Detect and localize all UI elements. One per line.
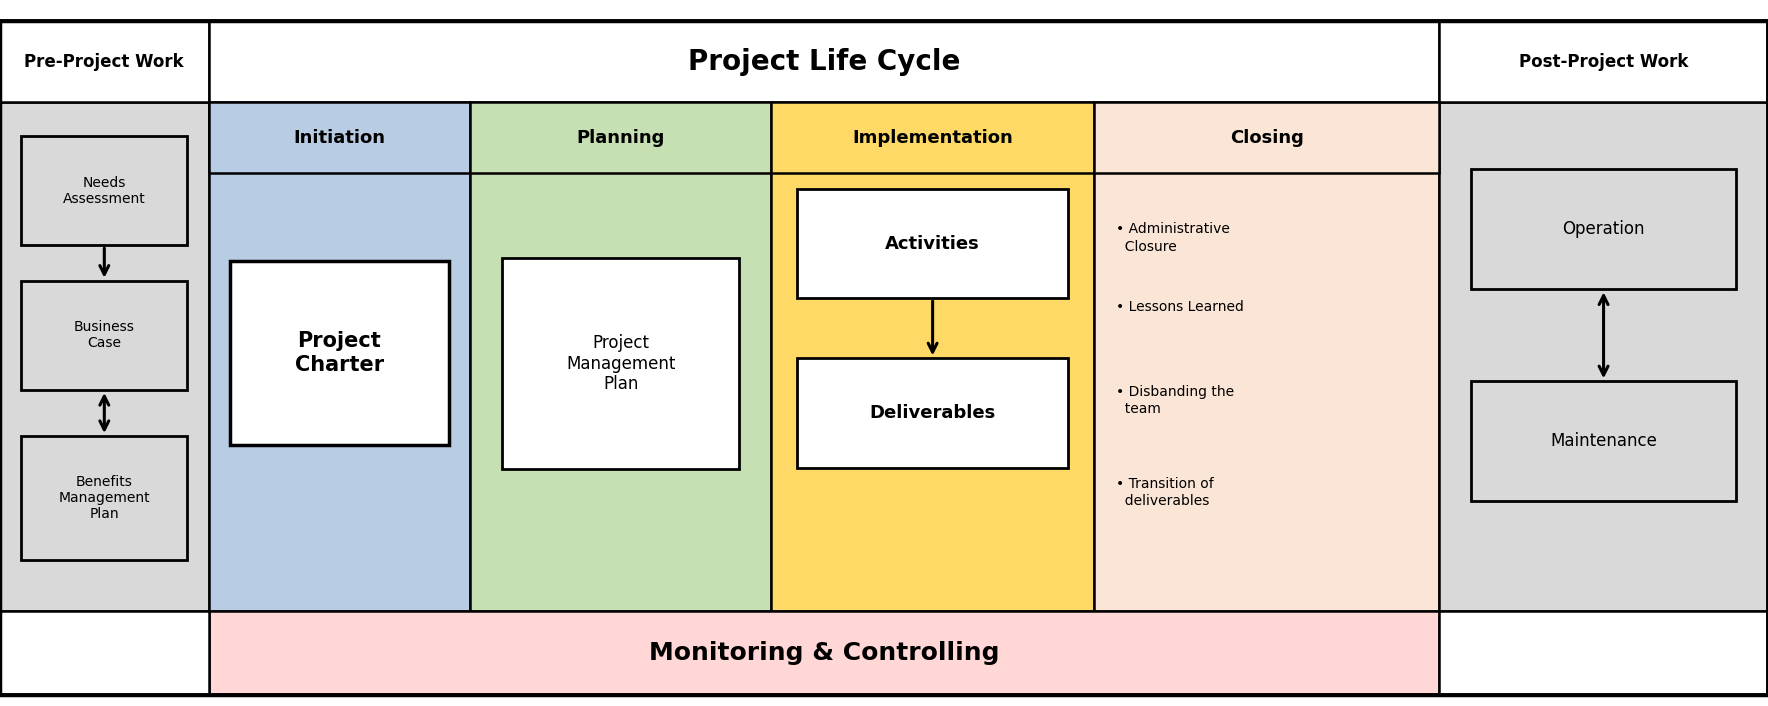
- Text: Project
Charter: Project Charter: [295, 331, 384, 375]
- Bar: [1439, 611, 1768, 695]
- Text: Planning: Planning: [576, 128, 665, 147]
- Bar: [21, 136, 187, 246]
- Bar: [1094, 102, 1439, 611]
- Bar: [0, 102, 209, 611]
- Bar: [0, 21, 209, 102]
- Bar: [502, 258, 739, 469]
- Bar: [21, 280, 187, 390]
- Text: • Transition of
  deliverables: • Transition of deliverables: [1116, 477, 1213, 508]
- Text: Project
Management
Plan: Project Management Plan: [566, 334, 675, 393]
- Bar: [209, 102, 470, 173]
- Text: Monitoring & Controlling: Monitoring & Controlling: [649, 641, 999, 665]
- Bar: [771, 102, 1094, 173]
- Text: Activities: Activities: [886, 234, 979, 253]
- Bar: [797, 359, 1068, 468]
- Bar: [209, 21, 1439, 102]
- Bar: [797, 189, 1068, 298]
- Bar: [470, 102, 771, 611]
- Bar: [209, 102, 470, 611]
- Text: Deliverables: Deliverables: [870, 404, 995, 422]
- Bar: [771, 102, 1094, 611]
- Text: • Lessons Learned: • Lessons Learned: [1116, 300, 1243, 314]
- Text: Post-Project Work: Post-Project Work: [1519, 53, 1688, 71]
- Bar: [230, 261, 449, 445]
- Bar: [209, 611, 1439, 695]
- Bar: [0, 611, 209, 695]
- Bar: [21, 436, 187, 559]
- Text: • Disbanding the
  team: • Disbanding the team: [1116, 385, 1234, 416]
- Text: • Administrative
  Closure: • Administrative Closure: [1116, 222, 1229, 253]
- Text: Operation: Operation: [1563, 220, 1644, 239]
- Text: Needs
Assessment: Needs Assessment: [64, 176, 145, 205]
- Text: Pre-Project Work: Pre-Project Work: [25, 53, 184, 71]
- Text: Business
Case: Business Case: [74, 321, 134, 350]
- Text: Maintenance: Maintenance: [1551, 432, 1657, 450]
- Text: Implementation: Implementation: [852, 128, 1013, 147]
- Bar: [1439, 102, 1768, 611]
- Bar: [1439, 21, 1768, 102]
- Bar: [1471, 381, 1736, 501]
- Text: Benefits
Management
Plan: Benefits Management Plan: [58, 474, 150, 521]
- Bar: [1094, 102, 1439, 173]
- Bar: [1471, 169, 1736, 289]
- Text: Initiation: Initiation: [293, 128, 385, 147]
- Text: Project Life Cycle: Project Life Cycle: [688, 48, 960, 76]
- Text: Closing: Closing: [1231, 128, 1303, 147]
- Bar: [470, 102, 771, 173]
